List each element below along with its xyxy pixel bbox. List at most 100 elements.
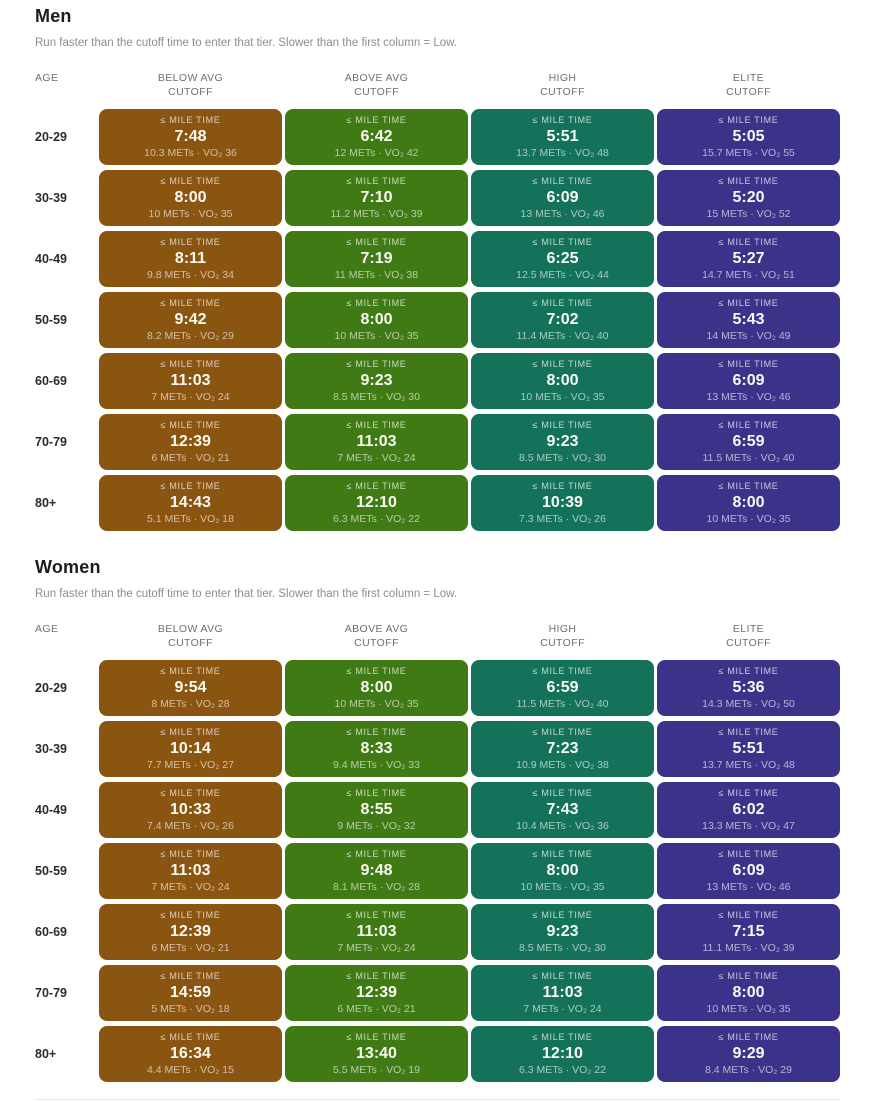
time-value: 10:33 — [170, 800, 211, 818]
time-value: 7:43 — [546, 800, 579, 818]
column-header-line1: HIGH — [548, 623, 577, 635]
mile-time-label: ≤ MILE TIME — [346, 175, 407, 186]
mets-vo2-value: 6 METs · VO₂ 21 — [337, 1002, 416, 1015]
table-row: 30-39 ≤ MILE TIME 10:14 7.7 METs · VO₂ 2… — [35, 721, 840, 777]
tier-cell: ≤ MILE TIME 10:14 7.7 METs · VO₂ 27 — [99, 721, 282, 777]
mets-vo2-value: 10 METs · VO₂ 35 — [520, 390, 605, 403]
mets-vo2-value: 10.3 METs · VO₂ 36 — [144, 146, 237, 159]
age-label: 50-59 — [35, 313, 67, 327]
time-value: 6:09 — [546, 188, 579, 206]
time-value: 11:03 — [356, 432, 397, 450]
tier-cell: ≤ MILE TIME 5:36 14.3 METs · VO₂ 50 — [657, 660, 840, 716]
mets-vo2-value: 13.3 METs · VO₂ 47 — [702, 819, 795, 832]
age-label: 20-29 — [35, 130, 67, 144]
tier-cell: ≤ MILE TIME 7:43 10.4 METs · VO₂ 36 — [471, 782, 654, 838]
mile-time-label: ≤ MILE TIME — [532, 665, 593, 676]
tier-cell: ≤ MILE TIME 16:34 4.4 METs · VO₂ 15 — [99, 1026, 282, 1082]
time-value: 12:39 — [170, 922, 211, 940]
tier-cell: ≤ MILE TIME 11:03 7 METs · VO₂ 24 — [471, 965, 654, 1021]
section-subtitle: Run faster than the cutoff time to enter… — [35, 588, 458, 600]
tier-cell: ≤ MILE TIME 11:03 7 METs · VO₂ 24 — [99, 353, 282, 409]
mets-vo2-value: 8.4 METs · VO₂ 29 — [705, 1063, 792, 1076]
mets-vo2-value: 7 METs · VO₂ 24 — [151, 880, 230, 893]
table-row: 60-69 ≤ MILE TIME 11:03 7 METs · VO₂ 24 … — [35, 353, 840, 409]
tier-cell: ≤ MILE TIME 5:05 15.7 METs · VO₂ 55 — [657, 109, 840, 165]
mile-time-label: ≤ MILE TIME — [346, 297, 407, 308]
time-value: 9:23 — [546, 432, 579, 450]
tier-cell: ≤ MILE TIME 5:27 14.7 METs · VO₂ 51 — [657, 231, 840, 287]
tier-cell: ≤ MILE TIME 9:29 8.4 METs · VO₂ 29 — [657, 1026, 840, 1082]
time-value: 9:29 — [732, 1044, 765, 1062]
column-header-line1: HIGH — [548, 72, 577, 84]
time-value: 12:10 — [356, 493, 397, 511]
tier-cell: ≤ MILE TIME 12:39 6 METs · VO₂ 21 — [99, 414, 282, 470]
age-label: 70-79 — [35, 435, 67, 449]
sections-host: Men Run faster than the cutoff time to e… — [35, 6, 840, 1082]
mets-vo2-value: 8 METs · VO₂ 28 — [151, 697, 230, 710]
table-row: 70-79 ≤ MILE TIME 12:39 6 METs · VO₂ 21 … — [35, 414, 840, 470]
mile-time-label: ≤ MILE TIME — [718, 970, 779, 981]
high-column-header: HIGH CUTOFF — [471, 622, 654, 650]
mets-vo2-value: 8.5 METs · VO₂ 30 — [333, 390, 420, 403]
mets-vo2-value: 11 METs · VO₂ 38 — [334, 268, 419, 281]
time-value: 9:54 — [174, 678, 207, 696]
time-value: 7:15 — [732, 922, 765, 940]
tier-cell: ≤ MILE TIME 9:54 8 METs · VO₂ 28 — [99, 660, 282, 716]
high-column-header: HIGH CUTOFF — [471, 71, 654, 99]
tier-cell: ≤ MILE TIME 9:23 8.5 METs · VO₂ 30 — [285, 353, 468, 409]
time-value: 12:10 — [542, 1044, 583, 1062]
tier-cell: ≤ MILE TIME 6:59 11.5 METs · VO₂ 40 — [471, 660, 654, 716]
time-value: 8:55 — [360, 800, 393, 818]
time-value: 6:02 — [732, 800, 765, 818]
time-value: 9:23 — [360, 371, 393, 389]
tier-cell: ≤ MILE TIME 6:09 13 METs · VO₂ 46 — [471, 170, 654, 226]
column-header-line2: CUTOFF — [354, 86, 399, 98]
mile-time-label: ≤ MILE TIME — [718, 1031, 779, 1042]
time-value: 8:00 — [360, 678, 393, 696]
tier-cell: ≤ MILE TIME 8:55 9 METs · VO₂ 32 — [285, 782, 468, 838]
column-header-line2: CUTOFF — [354, 637, 399, 649]
mets-vo2-value: 9.4 METs · VO₂ 33 — [333, 758, 420, 771]
time-value: 5:43 — [732, 310, 765, 328]
tier-cell: ≤ MILE TIME 10:39 7.3 METs · VO₂ 26 — [471, 475, 654, 531]
mile-time-label: ≤ MILE TIME — [160, 480, 221, 491]
mile-time-label: ≤ MILE TIME — [532, 1031, 593, 1042]
mile-time-label: ≤ MILE TIME — [532, 909, 593, 920]
column-header-line2: CUTOFF — [540, 637, 585, 649]
mets-vo2-value: 10 METs · VO₂ 35 — [148, 207, 233, 220]
time-value: 13:40 — [356, 1044, 397, 1062]
time-value: 8:00 — [546, 861, 579, 879]
mile-time-label: ≤ MILE TIME — [718, 297, 779, 308]
age-label: 80+ — [35, 1047, 57, 1061]
mile-time-label: ≤ MILE TIME — [346, 480, 407, 491]
mile-time-label: ≤ MILE TIME — [160, 419, 221, 430]
tier-cell: ≤ MILE TIME 11:03 7 METs · VO₂ 24 — [99, 843, 282, 899]
tier-cell: ≤ MILE TIME 6:02 13.3 METs · VO₂ 47 — [657, 782, 840, 838]
mets-vo2-value: 9 METs · VO₂ 32 — [337, 819, 416, 832]
time-value: 8:00 — [732, 983, 765, 1001]
mile-time-label: ≤ MILE TIME — [532, 297, 593, 308]
mets-vo2-value: 8.5 METs · VO₂ 30 — [519, 451, 606, 464]
column-header-line2: CUTOFF — [726, 86, 771, 98]
mile-time-label: ≤ MILE TIME — [160, 665, 221, 676]
time-value: 6:25 — [546, 249, 579, 267]
mets-vo2-value: 15.7 METs · VO₂ 55 — [702, 146, 795, 159]
mile-time-label: ≤ MILE TIME — [160, 787, 221, 798]
mets-vo2-value: 11.1 METs · VO₂ 39 — [702, 941, 795, 954]
tier-cell: ≤ MILE TIME 8:00 10 METs · VO₂ 35 — [657, 475, 840, 531]
time-value: 6:59 — [732, 432, 765, 450]
tier-cell: ≤ MILE TIME 6:09 13 METs · VO₂ 46 — [657, 843, 840, 899]
tier-cell: ≤ MILE TIME 14:43 5.1 METs · VO₂ 18 — [99, 475, 282, 531]
mets-vo2-value: 10 METs · VO₂ 35 — [706, 1002, 791, 1015]
mets-vo2-value: 5.5 METs · VO₂ 19 — [333, 1063, 420, 1076]
time-value: 9:42 — [174, 310, 207, 328]
tier-cell: ≤ MILE TIME 9:48 8.1 METs · VO₂ 28 — [285, 843, 468, 899]
mets-vo2-value: 5 METs · VO₂ 18 — [151, 1002, 230, 1015]
tier-cell: ≤ MILE TIME 12:10 6.3 METs · VO₂ 22 — [471, 1026, 654, 1082]
tier-cell: ≤ MILE TIME 10:33 7.4 METs · VO₂ 26 — [99, 782, 282, 838]
mets-vo2-value: 10 METs · VO₂ 35 — [334, 697, 419, 710]
mile-time-label: ≤ MILE TIME — [346, 358, 407, 369]
tier-cell: ≤ MILE TIME 8:00 10 METs · VO₂ 35 — [285, 292, 468, 348]
column-header-line1: ABOVE AVG — [344, 72, 409, 84]
